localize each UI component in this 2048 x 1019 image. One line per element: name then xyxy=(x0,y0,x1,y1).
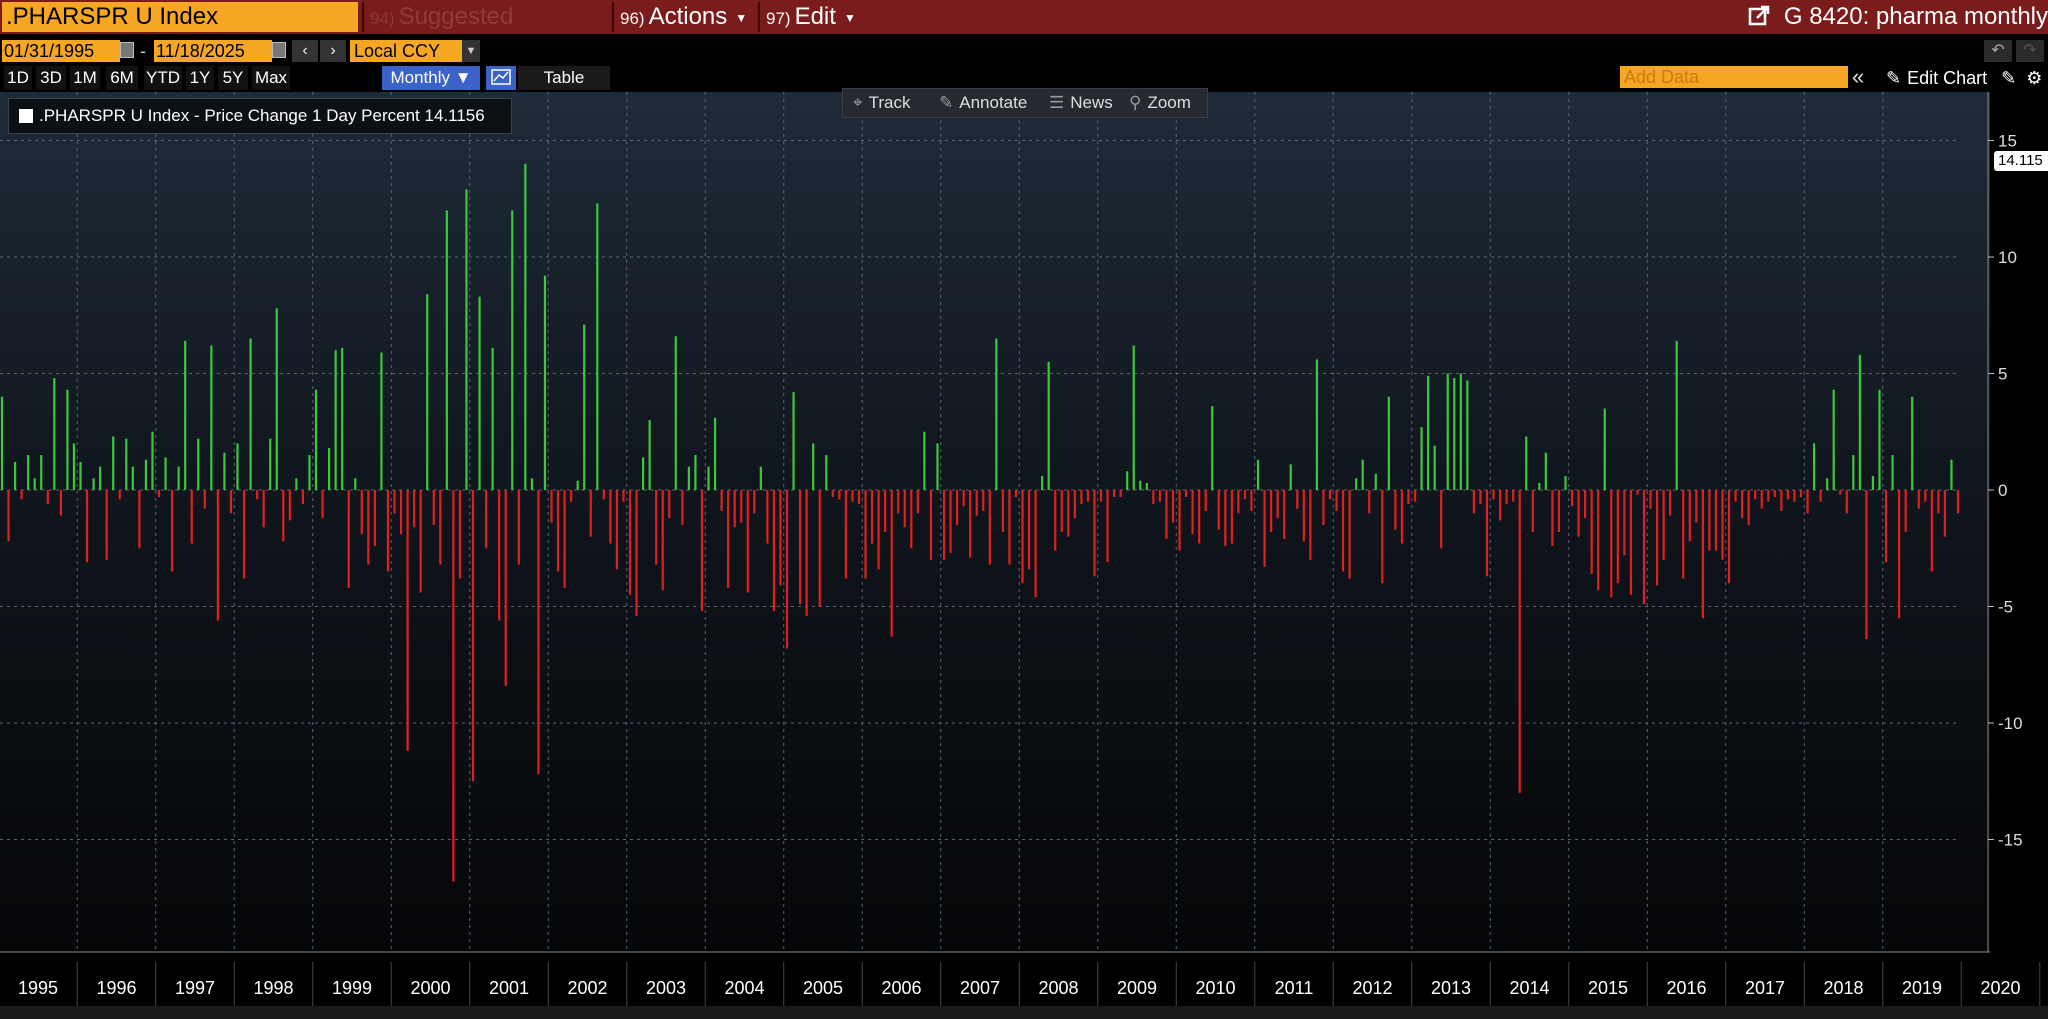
period-button-6m[interactable]: 6M xyxy=(106,66,138,90)
period-button-1y[interactable]: 1Y xyxy=(186,66,214,90)
add-data-input[interactable]: Add Data xyxy=(1620,66,1848,88)
edit-icon[interactable]: ✎ xyxy=(2001,68,2017,88)
x-tick-label: 1998 xyxy=(253,978,293,998)
prev-arrow-icon[interactable]: ‹ xyxy=(292,40,318,62)
redo-icon[interactable]: ↷ xyxy=(2016,40,2044,62)
actions-number: 96) xyxy=(620,9,645,28)
x-tick-label: 2020 xyxy=(1980,978,2020,998)
y-tick-label: 5 xyxy=(1998,365,2007,384)
table-button[interactable]: Table xyxy=(518,66,610,90)
x-tick-label: 2009 xyxy=(1117,978,1157,998)
y-tick-label: 15 xyxy=(1998,132,2017,151)
x-tick-label: 2014 xyxy=(1509,978,1549,998)
chart-type-icon[interactable] xyxy=(486,66,516,90)
actions-label: Actions xyxy=(648,3,728,30)
calendar-icon[interactable] xyxy=(272,42,286,58)
x-tick-label: 2013 xyxy=(1431,978,1471,998)
crosshair-icon: ⌖ xyxy=(853,93,863,112)
x-tick-label: 2003 xyxy=(646,978,686,998)
chart-area[interactable] xyxy=(0,92,1990,952)
x-tick-label: 2018 xyxy=(1823,978,1863,998)
caret-down-icon: ▼ xyxy=(843,10,856,25)
news-label: News xyxy=(1070,93,1113,112)
period-button-1d[interactable]: 1D xyxy=(4,66,32,90)
y-tick-label: 10 xyxy=(1998,248,2017,267)
x-tick-label: 2019 xyxy=(1902,978,1942,998)
settings-icon[interactable]: ⚙ xyxy=(2026,68,2043,88)
chart-plot[interactable]: 15 10 5 0 -5 -10 -15 1995 1996 1997 1998 1999 2000 2… xyxy=(0,92,2048,1006)
chart-title-area: G 8420: pharma monthly xyxy=(1748,2,2048,32)
bottom-bar xyxy=(0,1006,2048,1019)
caret-down-icon: ▼ xyxy=(735,10,748,25)
magnifier-icon: ⚲ xyxy=(1129,93,1142,112)
last-value-label: 14.115 xyxy=(1994,151,2048,171)
chart-toolbar: ⌖ Track ✎ Annotate ☰ News ⚲ Zoom xyxy=(842,88,1208,118)
annotate-tool[interactable]: ✎ Annotate xyxy=(939,89,1027,117)
actions-menu[interactable]: 96) Actions ▼ xyxy=(612,2,756,32)
x-tick-label: 1999 xyxy=(332,978,372,998)
period-button-max[interactable]: Max xyxy=(252,66,290,90)
period-button-5y[interactable]: 5Y xyxy=(218,66,248,90)
news-tool[interactable]: ☰ News xyxy=(1049,89,1113,117)
currency-select[interactable]: Local CCY xyxy=(350,40,462,62)
x-tick-label: 1997 xyxy=(175,978,215,998)
collapse-icon[interactable]: « xyxy=(1852,64,1865,89)
x-tick-label: 2017 xyxy=(1745,978,1785,998)
annotate-label: Annotate xyxy=(959,93,1028,112)
edit-menu[interactable]: 97) Edit ▼ xyxy=(758,2,866,32)
x-tick-label: 1995 xyxy=(18,978,58,998)
pencil-icon: ✎ xyxy=(1886,68,1902,88)
chart-title: G 8420: pharma monthly xyxy=(1783,3,2048,30)
x-tick-label: 1996 xyxy=(96,978,136,998)
next-arrow-icon[interactable]: › xyxy=(320,40,346,62)
edit-number: 97) xyxy=(766,9,791,28)
x-tick-label: 2015 xyxy=(1588,978,1628,998)
y-tick-label: 0 xyxy=(1998,481,2007,500)
frequency-select[interactable]: Monthly ▼ xyxy=(382,66,480,90)
caret-down-icon[interactable]: ▼ xyxy=(462,40,480,62)
legend-label: .PHARSPR U Index - Price Change 1 Day Pe… xyxy=(39,106,485,125)
calendar-icon[interactable] xyxy=(120,42,134,58)
x-tick-label: 2005 xyxy=(803,978,843,998)
x-tick-label: 2008 xyxy=(1038,978,1078,998)
period-button-3d[interactable]: 3D xyxy=(36,66,66,90)
y-tick-label: -15 xyxy=(1998,831,2023,850)
suggested-charts-number: 94) xyxy=(370,9,395,28)
y-tick-label: -5 xyxy=(1998,598,2013,617)
x-tick-label: 2011 xyxy=(1275,978,1314,998)
x-tick-label: 2001 xyxy=(489,978,529,998)
news-icon: ☰ xyxy=(1049,93,1065,112)
edit-chart-button[interactable]: ✎ Edit Chart ✎ ⚙ xyxy=(1858,66,2042,90)
x-tick-label: 2006 xyxy=(881,978,921,998)
start-date-input[interactable]: 01/31/1995 xyxy=(2,40,120,62)
pencil-icon: ✎ xyxy=(939,93,954,112)
legend-swatch[interactable] xyxy=(19,109,33,123)
period-button-1m[interactable]: 1M xyxy=(70,66,100,90)
x-tick-label: 2012 xyxy=(1352,978,1392,998)
x-tick-label: 2010 xyxy=(1195,978,1235,998)
date-separator: - xyxy=(140,41,146,61)
popout-icon[interactable] xyxy=(1748,5,1770,27)
edit-label: Edit xyxy=(794,3,836,30)
x-tick-label: 2002 xyxy=(567,978,607,998)
period-button-ytd[interactable]: YTD xyxy=(144,66,182,90)
undo-icon[interactable]: ↶ xyxy=(1984,40,2012,62)
zoom-tool[interactable]: ⚲ Zoom xyxy=(1129,89,1191,117)
track-tool[interactable]: ⌖ Track xyxy=(853,89,910,117)
x-tick-label: 2016 xyxy=(1666,978,1706,998)
y-tick-label: -10 xyxy=(1998,714,2023,733)
security-input[interactable]: .PHARSPR U Index xyxy=(2,2,358,32)
x-tick-label: 2007 xyxy=(960,978,1000,998)
suggested-charts-menu[interactable]: 94)Suggested Charts▼ xyxy=(362,2,610,62)
chart-legend[interactable]: .PHARSPR U Index - Price Change 1 Day Pe… xyxy=(8,98,512,134)
end-date-input[interactable]: 11/18/2025 xyxy=(154,40,272,62)
x-tick-label: 2000 xyxy=(410,978,450,998)
track-label: Track xyxy=(868,93,911,112)
x-tick-label: 2004 xyxy=(724,978,764,998)
edit-chart-label: Edit Chart xyxy=(1907,68,1988,88)
zoom-label: Zoom xyxy=(1147,93,1191,112)
